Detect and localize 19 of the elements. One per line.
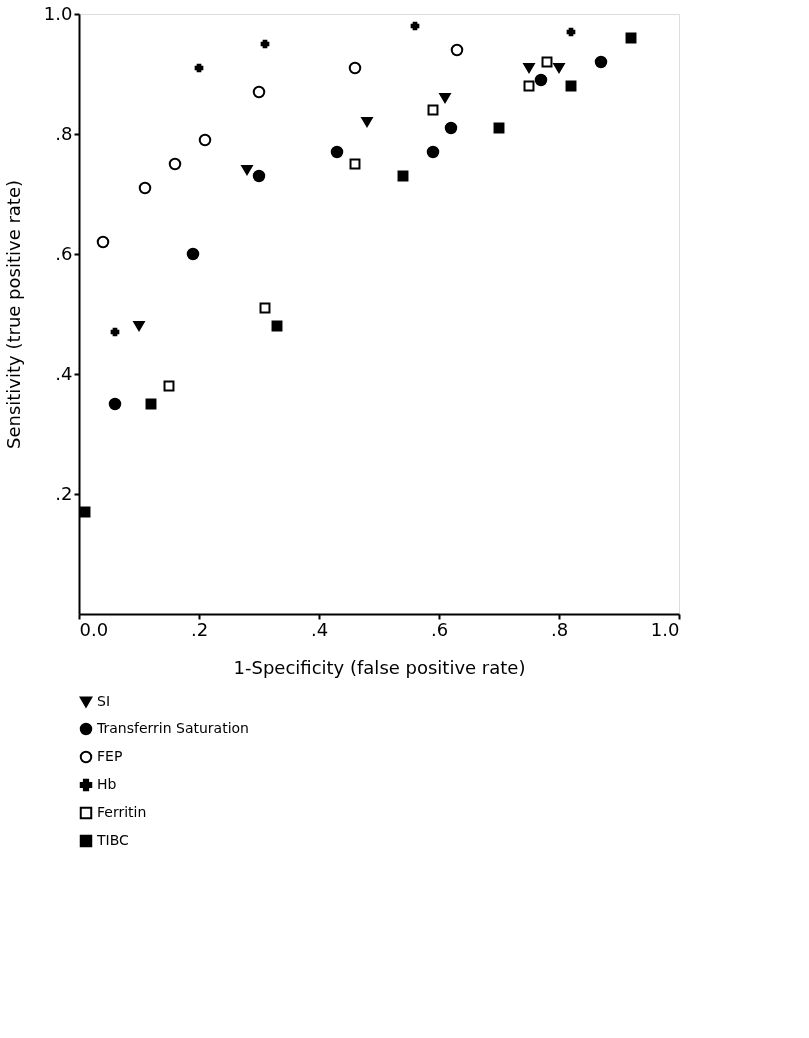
y-tick-label: .8 bbox=[55, 122, 73, 144]
x-tick-label: .8 bbox=[550, 618, 569, 640]
y-tick-label: .2 bbox=[55, 482, 73, 504]
legend-label: FEP bbox=[97, 748, 123, 764]
x-tick-label: .6 bbox=[430, 618, 449, 640]
x-tick-label: 0.0 bbox=[79, 618, 109, 640]
legend-label: TIBC bbox=[96, 832, 130, 848]
legend-label: Ferritin bbox=[97, 804, 147, 820]
y-axis-title: Sensitivity (true positive rate) bbox=[2, 179, 24, 450]
legend-label: SI bbox=[97, 693, 111, 709]
y-tick-label: .4 bbox=[55, 362, 73, 384]
x-axis-title: 1-Specificity (false positive rate) bbox=[233, 656, 526, 678]
y-tick-label: .6 bbox=[55, 242, 73, 264]
y-tick-label: 1.0 bbox=[43, 2, 73, 24]
x-tick-label: 1.0 bbox=[650, 618, 680, 640]
legend-label: Transferrin Saturation bbox=[96, 720, 249, 736]
x-tick-label: .2 bbox=[190, 618, 209, 640]
x-tick-label: .4 bbox=[310, 618, 329, 640]
legend-label: Hb bbox=[97, 776, 117, 792]
